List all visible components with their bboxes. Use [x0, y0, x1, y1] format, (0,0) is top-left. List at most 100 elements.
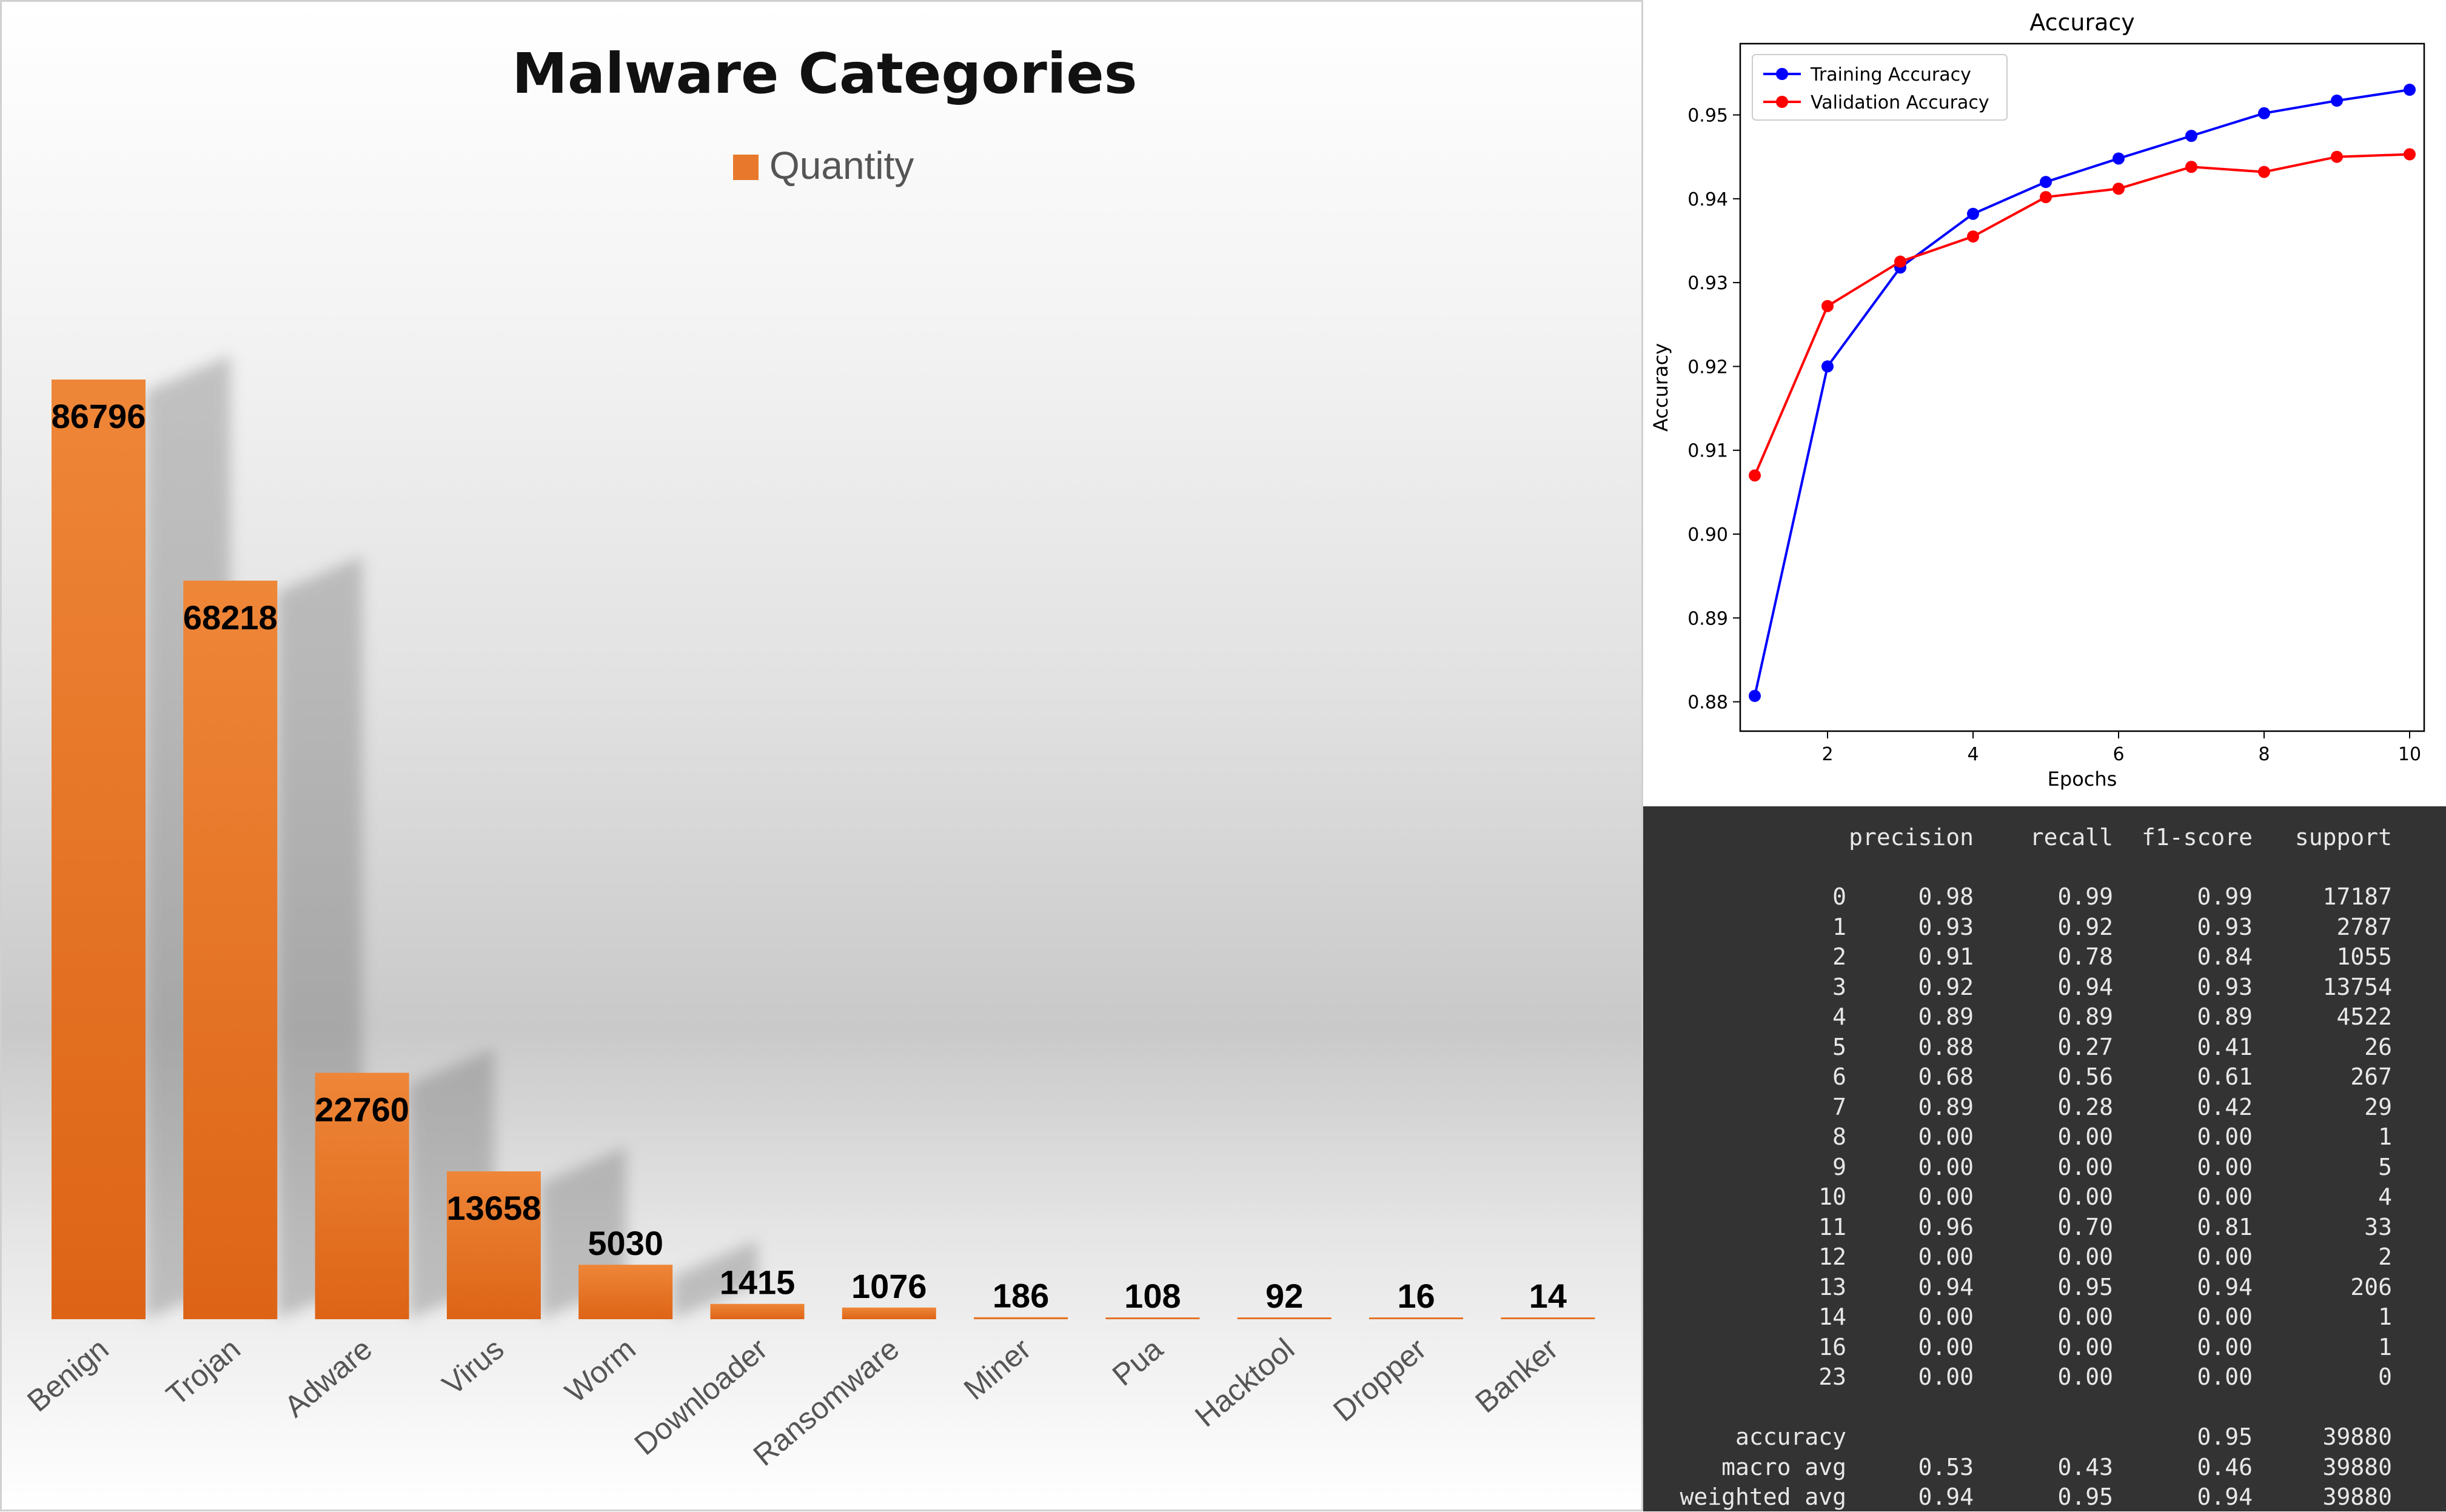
report-row: 10 0.00 0.00 0.00 4	[1643, 1182, 2446, 1212]
row-value: 0.89	[1918, 1093, 1974, 1120]
row-value	[2113, 1392, 2253, 1422]
report-header: precision recall f1-score support	[1643, 822, 2446, 852]
data-point	[2040, 191, 2052, 204]
bar-value-label: 186	[993, 1277, 1049, 1315]
row-value: 0.00	[2057, 1153, 2113, 1180]
row-value: 0.92	[2057, 913, 2113, 940]
legend-box	[1752, 54, 2008, 121]
row-label: 14	[1818, 1303, 1846, 1330]
row-label: macro avg	[1721, 1453, 1846, 1480]
report-row: 8 0.00 0.00 0.00 1	[1643, 1122, 2446, 1152]
chart-title: Malware Categories	[512, 41, 1137, 106]
row-value: 0.00	[2057, 1303, 2113, 1330]
row-value	[1974, 1422, 2113, 1452]
row-value: 0.61	[2197, 1063, 2253, 1090]
row-value: 0.92	[1918, 973, 1974, 1000]
row-label: 12	[1818, 1243, 1846, 1270]
data-point	[1821, 299, 1834, 312]
row-value: 0.89	[2197, 1003, 2253, 1030]
row-value: 0.41	[2197, 1033, 2253, 1060]
row-value: 0.00	[2057, 1243, 2113, 1270]
report-row: 6 0.68 0.56 0.61 267	[1643, 1062, 2446, 1092]
bar	[710, 1303, 805, 1319]
accuracy-line-chart: Accuracy Epochs Accuracy 2 4 6 8 10 0.88 0.89 0.90…	[1643, 0, 2446, 806]
y-tick-label: 0.89	[1687, 608, 1728, 629]
header-precision: precision	[1849, 824, 1974, 851]
bar-value-label: 1076	[851, 1267, 927, 1305]
category-tick-label: Hacktool	[1188, 1332, 1301, 1434]
report-row: 0 0.98 0.99 0.99 17187	[1643, 881, 2446, 912]
row-label: 10	[1818, 1183, 1846, 1210]
data-point	[2258, 107, 2270, 119]
category-tick-label: Banker	[1469, 1332, 1564, 1420]
row-value: 4	[2378, 1183, 2392, 1210]
row-label: 11	[1818, 1213, 1846, 1240]
row-value: 0.00	[1918, 1333, 1974, 1360]
report-row: 4 0.89 0.89 0.89 4522	[1643, 1002, 2446, 1032]
row-value: 0.94	[1918, 1484, 1974, 1510]
row-value: 0.94	[2057, 973, 2113, 1000]
y-tick-label: 0.95	[1687, 105, 1728, 127]
report-row: 11 0.96 0.70 0.81 33	[1643, 1212, 2446, 1242]
row-value	[2253, 1392, 2392, 1422]
bar	[974, 1317, 1068, 1319]
bar	[315, 1072, 409, 1319]
chart-title: Accuracy	[2029, 9, 2135, 36]
row-value: 0.53	[1918, 1453, 1974, 1480]
row-value	[1846, 1422, 1974, 1452]
bar	[842, 1307, 936, 1319]
row-value: 5	[2378, 1153, 2392, 1180]
bars: 86796 Benign 68218 Trojan 22760 Adware 13658 Vi…	[21, 355, 1595, 1473]
bar-value-label: 22760	[315, 1091, 409, 1129]
row-value: 0.95	[2197, 1423, 2253, 1450]
row-value: 17187	[2322, 883, 2392, 910]
x-tick-label: 2	[1821, 744, 1833, 765]
x-tick-label: 4	[1967, 744, 1979, 765]
bar-value-label: 13658	[447, 1189, 541, 1227]
row-value: 0.00	[2057, 1363, 2113, 1390]
data-point	[1894, 255, 1906, 268]
category-tick-label: Dropper	[1327, 1332, 1432, 1428]
row-label: 8	[1832, 1123, 1846, 1150]
row-value: 0.00	[2057, 1333, 2113, 1360]
row-value: 0.00	[1918, 1243, 1974, 1270]
category-tick-label: Virus	[436, 1332, 511, 1402]
row-value: 0.68	[1918, 1063, 1974, 1090]
y-axis-label: Accuracy	[1649, 343, 1672, 432]
row-value: 0.00	[2057, 1123, 2113, 1150]
row-label: 13	[1818, 1273, 1846, 1300]
bar	[183, 580, 278, 1319]
row-value: 0.78	[2057, 943, 2113, 970]
row-label: 7	[1832, 1093, 1846, 1120]
row-value: 0.70	[2057, 1213, 2113, 1240]
row-label: 9	[1832, 1153, 1846, 1180]
report-row: 14 0.00 0.00 0.00 1	[1643, 1302, 2446, 1332]
header-recall: recall	[2029, 824, 2113, 851]
row-label: 2	[1832, 943, 1846, 970]
row-value: 0.91	[1918, 943, 1974, 970]
legend-label: Validation Accuracy	[1811, 92, 1989, 113]
report-row: 16 0.00 0.00 0.00 1	[1643, 1332, 2446, 1362]
data-point	[1749, 689, 1761, 702]
row-label: 23	[1818, 1363, 1846, 1390]
row-value: 0.93	[2197, 913, 2253, 940]
bar-value-label: 92	[1265, 1277, 1303, 1315]
row-value: 29	[2364, 1093, 2392, 1120]
report-row: 13 0.94 0.95 0.94 206	[1643, 1272, 2446, 1302]
report-row: 9 0.00 0.00 0.00 5	[1643, 1152, 2446, 1182]
row-value: 0.00	[1918, 1303, 1974, 1330]
row-value	[1974, 1392, 2113, 1422]
data-point	[2331, 150, 2343, 163]
report-row: accuracy 0.95 39880	[1643, 1422, 2446, 1452]
y-tick-label: 0.91	[1687, 441, 1728, 462]
row-value: 0.94	[2197, 1484, 2253, 1510]
header-support: support	[2294, 824, 2392, 851]
row-value: 0.00	[2197, 1363, 2253, 1390]
y-tick-label: 0.92	[1687, 356, 1728, 378]
row-value: 0.98	[1918, 883, 1974, 910]
bar	[1237, 1317, 1332, 1319]
y-tick-label: 0.88	[1687, 692, 1728, 714]
bar-value-label: 14	[1529, 1277, 1567, 1315]
plot-area	[1739, 42, 2425, 732]
bar	[52, 380, 146, 1319]
